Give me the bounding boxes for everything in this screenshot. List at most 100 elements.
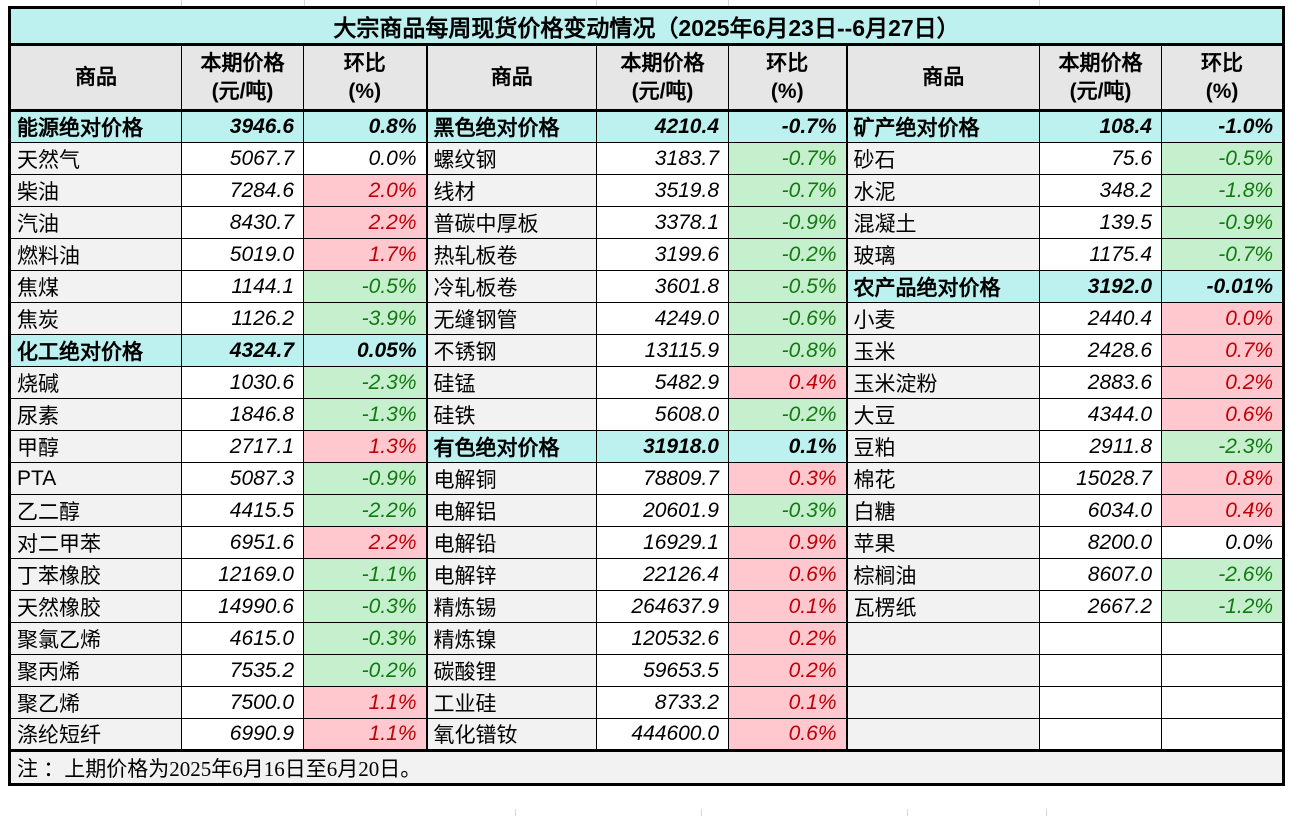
price-cell: 6951.6 <box>181 526 304 559</box>
table-row: 天然气 5067.7 0.0% 螺纹钢 3183.7 -0.7% 砂石 75.6 -0.5% <box>9 142 1285 175</box>
commodity-cell: 聚丙烯 <box>9 654 182 687</box>
gridline-tick <box>907 809 908 816</box>
table-row: 甲醇 2717.1 1.3% 有色绝对价格 31918.0 0.1% 豆粕 2911.8 -2.… <box>9 430 1285 463</box>
header-price: 本期价格 (元/吨) <box>181 44 304 112</box>
price-cell: 5087.3 <box>181 462 304 495</box>
price-cell: 14990.6 <box>181 590 304 623</box>
change-cell: 0.6% <box>728 718 848 751</box>
change-cell: -0.6% <box>728 302 848 335</box>
commodity-cell: 焦煤 <box>9 270 182 303</box>
price-cell: 4210.4 <box>596 110 729 143</box>
commodity-cell <box>846 654 1040 687</box>
table-row: 燃料油 5019.0 1.7% 热轧板卷 3199.6 -0.2% 玻璃 1175.4 -0.7… <box>9 238 1285 271</box>
header-price-line2: (元/吨) <box>211 79 274 103</box>
change-cell: -2.3% <box>303 366 428 399</box>
price-cell: 2428.6 <box>1039 334 1162 367</box>
change-cell: -1.8% <box>1160 174 1285 207</box>
change-cell: 0.4% <box>728 366 848 399</box>
commodity-cell: 燃料油 <box>9 238 182 271</box>
change-cell: 2.2% <box>303 526 428 559</box>
commodity-cell: 玉米 <box>846 334 1040 367</box>
table-title: 大宗商品每周现货价格变动情况（2025年6月23日--6月27日） <box>8 7 1285 46</box>
gridline-tick <box>1039 0 1040 6</box>
header-change: 环比 (%) <box>728 44 848 112</box>
price-cell: 5019.0 <box>181 238 304 271</box>
price-cell: 120532.6 <box>596 622 729 655</box>
table-row: 聚乙烯 7500.0 1.1% 工业硅 8733.2 0.1% <box>9 686 1285 719</box>
price-cell: 7500.0 <box>181 686 304 719</box>
commodity-cell: 能源绝对价格 <box>9 110 182 143</box>
price-cell: 6990.9 <box>181 718 304 751</box>
commodity-cell: 焦炭 <box>9 302 182 335</box>
change-cell <box>1160 654 1285 687</box>
commodity-cell: 螺纹钢 <box>426 142 597 175</box>
header-commodity: 商品 <box>426 44 597 112</box>
price-cell: 13115.9 <box>596 334 729 367</box>
commodity-cell: 玉米淀粉 <box>846 366 1040 399</box>
commodity-cell: 瓦楞纸 <box>846 590 1040 623</box>
change-cell: 1.3% <box>303 430 428 463</box>
commodity-cell: 天然气 <box>9 142 182 175</box>
gridline-tick <box>304 0 305 6</box>
change-cell <box>1160 622 1285 655</box>
commodity-cell: 豆粕 <box>846 430 1040 463</box>
price-cell: 444600.0 <box>596 718 729 751</box>
price-cell: 108.4 <box>1039 110 1162 143</box>
commodity-cell: 尿素 <box>9 398 182 431</box>
change-cell: -0.9% <box>1160 206 1285 239</box>
commodity-cell: 精炼镍 <box>426 622 597 655</box>
price-cell: 16929.1 <box>596 526 729 559</box>
price-cell: 75.6 <box>1039 142 1162 175</box>
gridline-tick <box>181 0 182 6</box>
price-cell: 1126.2 <box>181 302 304 335</box>
price-cell: 6034.0 <box>1039 494 1162 527</box>
price-cell: 2883.6 <box>1039 366 1162 399</box>
price-cell: 7284.6 <box>181 174 304 207</box>
change-cell: 0.6% <box>1160 398 1285 431</box>
header-price-line1: 本期价格 <box>200 52 285 76</box>
commodity-cell: 乙二醇 <box>9 494 182 527</box>
change-cell: 0.2% <box>1160 366 1285 399</box>
commodity-cell: 化工绝对价格 <box>9 334 182 367</box>
price-cell: 2717.1 <box>181 430 304 463</box>
change-cell: -0.7% <box>1160 238 1285 271</box>
header-change-line2: (%) <box>1205 79 1239 103</box>
price-cell: 3519.8 <box>596 174 729 207</box>
table-row: 聚丙烯 7535.2 -0.2% 碳酸锂 59653.5 0.2% <box>9 654 1285 687</box>
commodity-cell: 水泥 <box>846 174 1040 207</box>
change-cell: 0.1% <box>728 686 848 719</box>
commodity-cell: 柴油 <box>9 174 182 207</box>
commodity-cell: 丁苯橡胶 <box>9 558 182 591</box>
change-cell: 1.7% <box>303 238 428 271</box>
table-row: 涤纶短纤 6990.9 1.1% 氧化镨钕 444600.0 0.6% <box>9 718 1285 751</box>
header-price-line2: (元/吨) <box>631 79 694 103</box>
price-cell: 264637.9 <box>596 590 729 623</box>
header-change-line1: 环比 <box>343 52 386 76</box>
price-cell: 59653.5 <box>596 654 729 687</box>
change-cell: 0.0% <box>1160 526 1285 559</box>
change-cell: -0.5% <box>1160 142 1285 175</box>
price-cell: 5482.9 <box>596 366 729 399</box>
commodity-cell: 大豆 <box>846 398 1040 431</box>
table-row: 尿素 1846.8 -1.3% 硅铁 5608.0 -0.2% 大豆 4344.0 0.6% <box>9 398 1285 431</box>
change-cell: 0.4% <box>1160 494 1285 527</box>
commodity-cell: 聚乙烯 <box>9 686 182 719</box>
header-price-line1: 本期价格 <box>620 52 705 76</box>
commodity-cell: 电解铅 <box>426 526 597 559</box>
change-cell: 2.2% <box>303 206 428 239</box>
commodity-cell: 工业硅 <box>426 686 597 719</box>
header-change-line2: (%) <box>770 79 804 103</box>
change-cell: 0.1% <box>728 590 848 623</box>
table-row: 汽油 8430.7 2.2% 普碳中厚板 3378.1 -0.9% 混凝土 139.5 -0.9… <box>9 206 1285 239</box>
price-cell: 3192.0 <box>1039 270 1162 303</box>
commodity-cell: 碳酸锂 <box>426 654 597 687</box>
commodity-cell: 白糖 <box>846 494 1040 527</box>
commodity-cell: 有色绝对价格 <box>426 430 597 463</box>
header-commodity: 商品 <box>846 44 1040 112</box>
change-cell: -0.2% <box>728 238 848 271</box>
price-cell: 4344.0 <box>1039 398 1162 431</box>
change-cell: -2.2% <box>303 494 428 527</box>
table-row: 天然橡胶 14990.6 -0.3% 精炼锡 264637.9 0.1% 瓦楞纸 2667.2… <box>9 590 1285 623</box>
change-cell <box>1160 718 1285 751</box>
